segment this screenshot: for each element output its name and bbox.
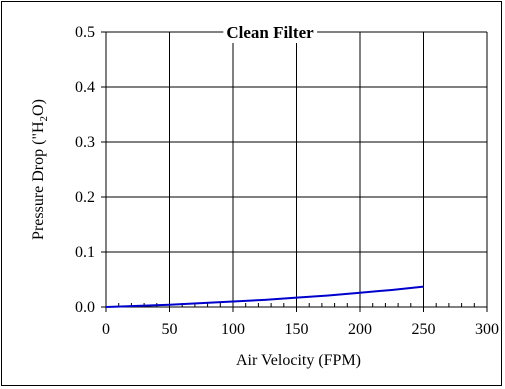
- chart-title-background: [223, 22, 318, 43]
- series-group: [105, 285, 424, 308]
- x-tick-label: 0: [102, 321, 110, 338]
- x-tick-label: 50: [162, 321, 178, 338]
- y-tick-label: 0.1: [75, 244, 95, 261]
- y-tick-label: 0.0: [75, 299, 95, 316]
- x-tick-label: 200: [348, 321, 372, 338]
- x-tick-label: 250: [412, 321, 436, 338]
- x-tick-label: 300: [475, 321, 499, 338]
- series-line: [105, 285, 424, 308]
- y-tick-label: 0.4: [75, 79, 95, 96]
- x-tick-label: 100: [221, 321, 245, 338]
- grid-lines: [106, 31, 488, 307]
- y-tick-label: 0.3: [75, 134, 95, 151]
- y-axis-label-subscript: 2: [38, 116, 50, 122]
- y-tick-label: 0.5: [75, 24, 95, 41]
- y-axis-label-main: Pressure Drop ("H: [30, 121, 47, 240]
- x-axis-label: Air Velocity (FPM): [236, 352, 361, 369]
- y-tick-label: 0.2: [75, 189, 95, 206]
- chart-title: Clean Filter: [226, 23, 314, 42]
- axis-ticks: [101, 31, 488, 312]
- y-axis-label-end: O): [30, 99, 47, 116]
- x-tick-label: 150: [285, 321, 309, 338]
- y-axis-label: Pressure Drop ("H2O): [30, 99, 50, 240]
